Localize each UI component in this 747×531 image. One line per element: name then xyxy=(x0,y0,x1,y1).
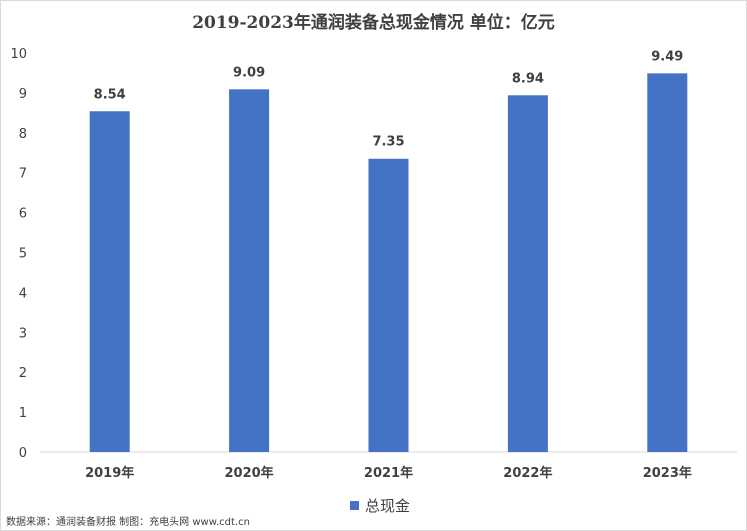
data-label: 8.94 xyxy=(512,71,544,86)
chart-title: 2019-2023年通润装备总现金情况 单位：亿元 xyxy=(192,13,555,33)
y-tick-label: 8 xyxy=(19,127,27,142)
y-tick-label: 5 xyxy=(19,247,27,262)
y-tick-label: 3 xyxy=(19,326,27,341)
y-tick-label: 0 xyxy=(19,446,27,461)
y-tick-label: 1 xyxy=(19,406,27,421)
y-tick-label: 9 xyxy=(19,87,27,102)
legend-label: 总现金 xyxy=(365,496,411,515)
bar xyxy=(507,95,548,452)
y-tick-label: 10 xyxy=(10,47,27,62)
y-tick-label: 7 xyxy=(19,167,27,182)
bar xyxy=(229,89,270,453)
y-tick-label: 4 xyxy=(19,286,27,301)
y-tick-label: 6 xyxy=(19,207,27,222)
x-tick-label: 2022年 xyxy=(503,465,552,481)
source-note: 数据来源：通润装备财报 制图：充电头网 www.cdt.cn xyxy=(6,517,250,528)
data-label: 7.35 xyxy=(372,135,404,150)
legend: 总现金 xyxy=(350,496,411,515)
bar xyxy=(647,73,688,452)
bar xyxy=(89,111,130,452)
y-tick-label: 2 xyxy=(19,366,27,381)
data-label: 9.09 xyxy=(233,65,265,80)
data-label: 9.49 xyxy=(651,49,683,64)
bar xyxy=(368,158,409,453)
x-tick-label: 2020年 xyxy=(225,465,274,481)
x-tick-label: 2021年 xyxy=(364,465,413,481)
legend-swatch xyxy=(350,500,359,510)
x-tick-label: 2019年 xyxy=(85,465,134,481)
data-label: 8.54 xyxy=(94,87,126,102)
x-tick-label: 2023年 xyxy=(643,465,692,481)
